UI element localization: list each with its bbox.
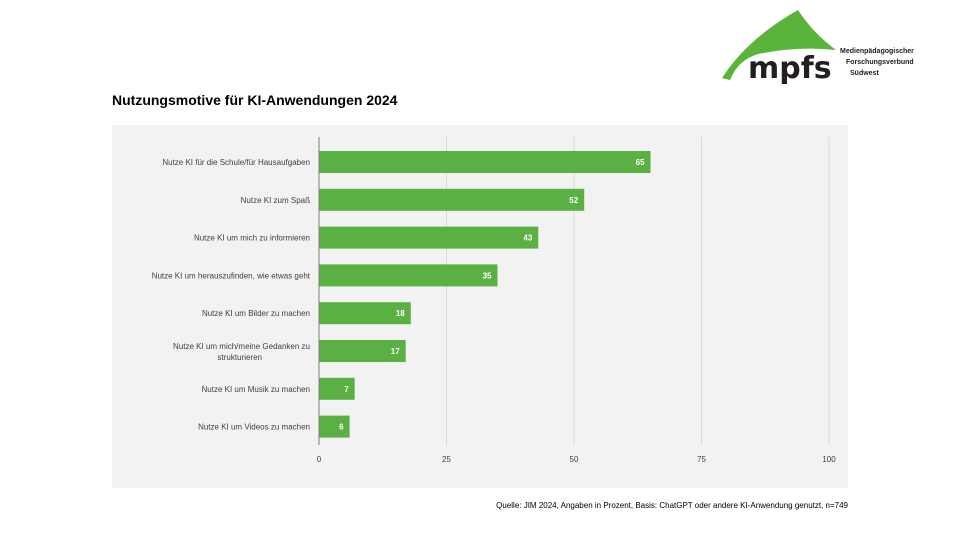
x-tick-label: 75	[697, 455, 706, 464]
category-label: Nutze KI für die Schule/für Hausaufgaben	[162, 158, 310, 167]
category-label: Nutze KI um mich zu informieren	[194, 234, 310, 243]
data-label: 17	[391, 347, 400, 356]
bar	[319, 415, 350, 438]
bar	[319, 188, 585, 211]
mpfs-logo: mpfs Medienpädagogischer Forschungsverbu…	[718, 8, 918, 86]
category-label: Nutze KI zum Spaß	[241, 196, 310, 205]
data-label: 43	[523, 234, 532, 243]
x-tick-label: 25	[442, 455, 451, 464]
bar	[319, 377, 355, 400]
category-label: Nutze KI um herauszufinden, wie etwas ge…	[152, 271, 311, 280]
bar	[319, 264, 498, 287]
x-tick-label: 0	[317, 455, 322, 464]
x-tick-label: 50	[570, 455, 579, 464]
data-label: 7	[344, 385, 349, 394]
data-label: 18	[396, 309, 405, 318]
category-label: Nutze KI um mich/meine Gedanken zu strukt…	[173, 342, 310, 362]
bar	[319, 151, 651, 173]
category-label: Nutze KI um Bilder zu machen	[202, 309, 310, 318]
svg-text:mpfs: mpfs	[748, 51, 832, 84]
logo-roof-icon: mpfs	[722, 10, 836, 86]
bar	[319, 226, 539, 249]
logo-line-2: Forschungsverbund	[846, 59, 914, 66]
data-label: 6	[339, 423, 344, 432]
bar	[319, 302, 411, 325]
logo-line-1: Medienpädagogischer	[840, 48, 914, 55]
category-label: Nutze KI um Videos zu machen	[198, 423, 310, 432]
data-label: 35	[483, 271, 492, 280]
chart-title: Nutzungsmotive für KI-Anwendungen 2024	[112, 92, 398, 108]
data-label: 52	[569, 196, 578, 205]
bar-chart: 0 25 50 75 100 65 Nutze KI für die Schule/für …	[152, 137, 836, 464]
logo-line-3: Südwest	[850, 70, 879, 77]
bar	[319, 340, 406, 362]
category-label: Nutze KI um Musik zu machen	[202, 385, 310, 394]
source-note: Quelle: JIM 2024, Angaben in Prozent, Ba…	[496, 501, 848, 510]
data-label: 65	[636, 158, 645, 167]
chart-panel: 0 25 50 75 100 65 Nutze KI für die Schule/für …	[112, 125, 848, 488]
x-tick-label: 100	[822, 455, 836, 464]
